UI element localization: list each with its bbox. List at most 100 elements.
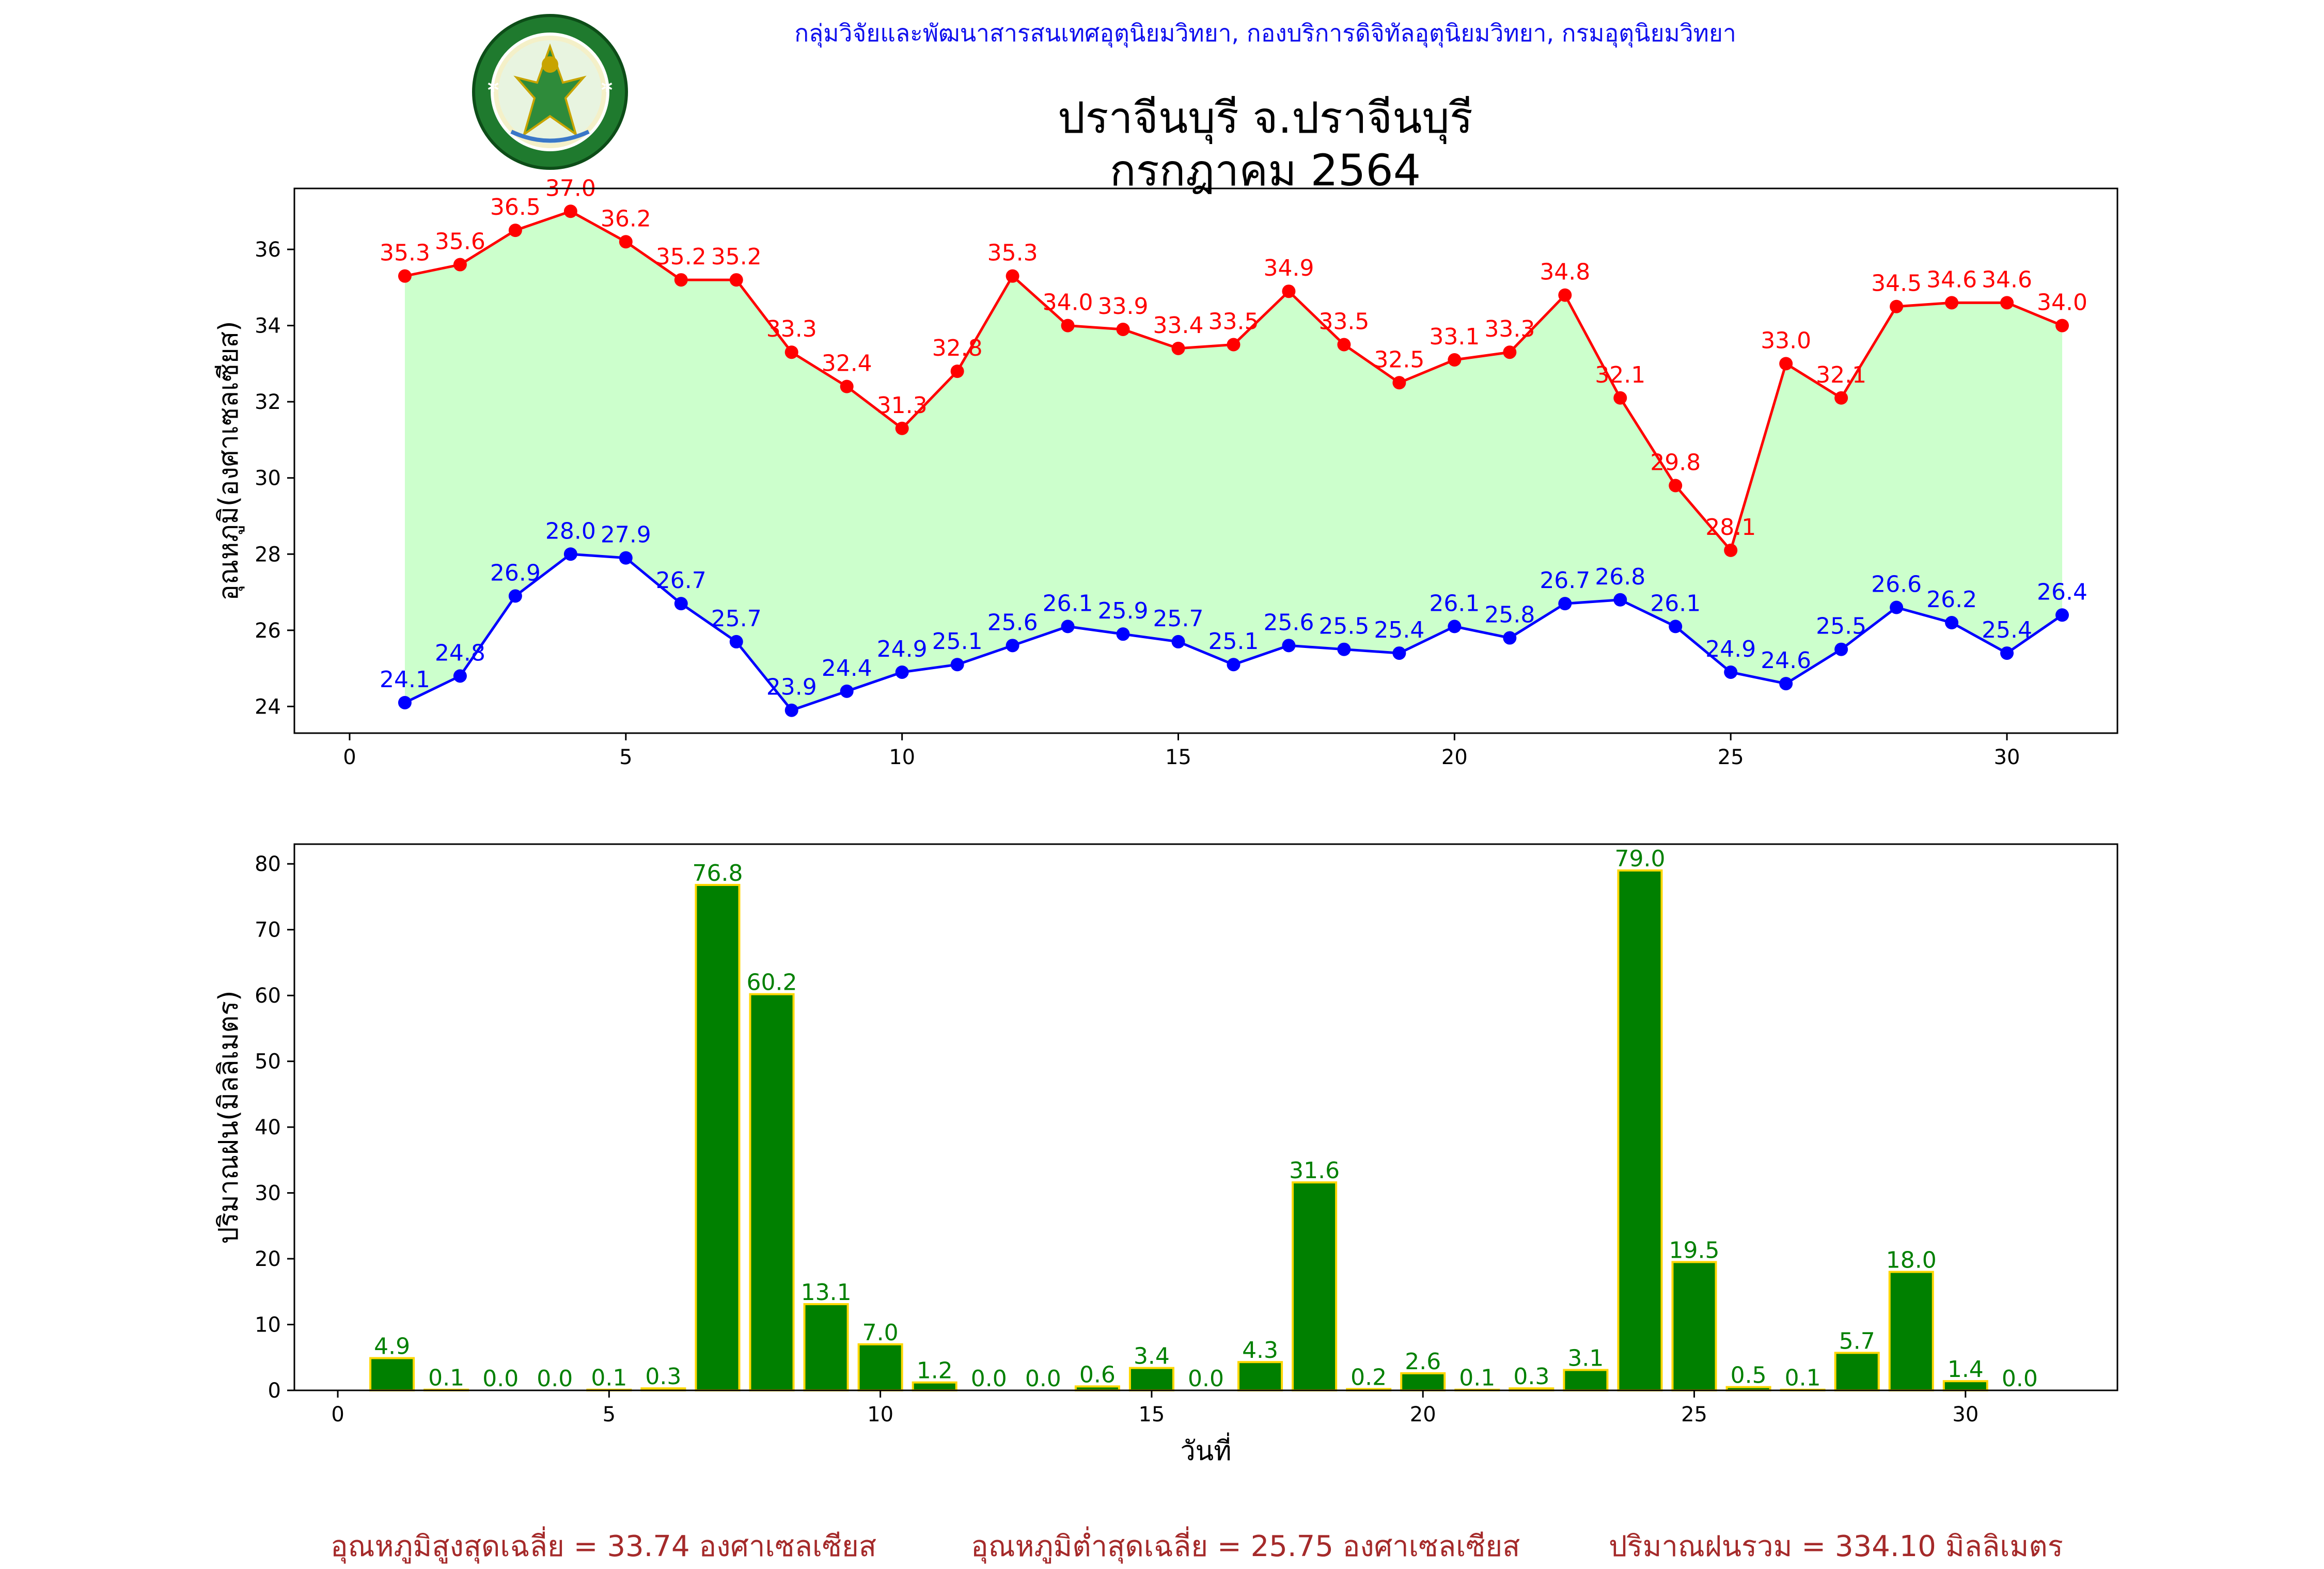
max-temperature-label: 33.3 [1484, 316, 1535, 342]
rainfall-value-label: 0.5 [1731, 1362, 1767, 1389]
max-temperature-label: 35.3 [380, 240, 430, 266]
rainfall-x-tick-label: 15 [1138, 1403, 1165, 1427]
max-temperature-point [1779, 357, 1793, 371]
min-temperature-point [1061, 620, 1075, 633]
min-temperature-point [1448, 620, 1462, 633]
min-temperature-label: 24.8 [435, 640, 485, 666]
max-temperature-label: 32.4 [822, 351, 872, 377]
rainfall-x-axis-label: วันที่ [1180, 1432, 1231, 1467]
footer-total-rainfall: ปริมาณฝนรวม = 334.10 มิลลิเมตร [1609, 1530, 2063, 1563]
rainfall-x-tick-label: 0 [331, 1403, 344, 1427]
rainfall-value-label: 0.6 [1079, 1361, 1116, 1388]
max-temperature-label: 33.5 [1208, 308, 1259, 335]
rainfall-value-label: 79.0 [1614, 846, 1665, 872]
min-temperature-point [1392, 646, 1406, 660]
max-temperature-label: 33.5 [1318, 308, 1369, 335]
min-temperature-point [1006, 639, 1019, 653]
min-temperature-point [1171, 635, 1185, 648]
max-temperature-point [1613, 391, 1627, 405]
min-temperature-label: 25.4 [1374, 617, 1424, 643]
max-temperature-point [619, 235, 633, 249]
rainfall-x-tick-label: 20 [1410, 1403, 1436, 1427]
logo-star-right: ✲ [600, 78, 613, 96]
min-temperature-point [1945, 616, 1959, 630]
temperature-x-tick-label: 10 [889, 746, 915, 769]
temperature-x-tick-label: 20 [1441, 746, 1468, 769]
temperature-y-tick-label: 34 [255, 314, 281, 338]
rainfall-value-label: 0.1 [1785, 1365, 1821, 1391]
rainfall-plot-frame [293, 843, 2118, 1391]
min-temperature-point [784, 703, 798, 717]
min-temperature-label: 25.5 [1318, 613, 1369, 640]
temperature-x-tick-label: 25 [1718, 746, 1744, 769]
rainfall-value-label: 1.4 [1948, 1356, 1984, 1383]
rainfall-bar [369, 1357, 415, 1392]
max-temperature-point [729, 273, 743, 287]
rainfall-y-tick-label: 30 [255, 1182, 281, 1206]
max-temperature-point [784, 345, 798, 359]
rainfall-bar [1617, 869, 1663, 1391]
rainfall-value-label: 1.2 [917, 1358, 953, 1384]
max-temperature-label: 34.6 [1926, 266, 1977, 293]
rainfall-value-label: 0.0 [482, 1366, 519, 1392]
rainfall-x-tick-label: 10 [867, 1403, 893, 1427]
max-temperature-label: 32.5 [1374, 346, 1424, 373]
min-temperature-label: 26.9 [490, 560, 541, 586]
temperature-range-fill [404, 211, 2063, 710]
min-temperature-point [1282, 639, 1296, 653]
max-temperature-point [1503, 345, 1517, 359]
rainfall-y-tick-label: 50 [255, 1050, 281, 1074]
min-temperature-label: 26.7 [1540, 567, 1590, 594]
rainfall-value-label: 0.0 [971, 1366, 1007, 1392]
max-temperature-point [1834, 391, 1848, 405]
rainfall-value-label: 60.2 [747, 970, 797, 996]
max-temperature-label: 32.1 [1595, 362, 1645, 388]
max-temperature-point [1337, 338, 1351, 352]
max-temperature-point [508, 224, 522, 237]
max-temperature-label: 34.9 [1263, 255, 1314, 281]
min-temperature-point [2000, 646, 2014, 660]
min-temperature-label: 26.4 [2037, 579, 2087, 605]
max-temperature-label: 34.6 [1982, 266, 2032, 293]
max-temperature-point [1061, 319, 1075, 332]
min-temperature-point [1116, 627, 1130, 641]
min-temperature-label: 26.1 [1429, 590, 1480, 616]
rainfall-y-tick-label: 80 [255, 852, 281, 876]
max-temperature-label: 31.3 [877, 392, 928, 419]
max-temperature-point [563, 204, 577, 218]
temperature-x-tick-label: 15 [1165, 746, 1191, 769]
chart-title-month: กรกฎาคม 2564 [1109, 145, 1421, 196]
min-temperature-label: 25.8 [1484, 602, 1535, 628]
max-temperature-point [1006, 269, 1019, 283]
max-temperature-point [674, 273, 688, 287]
min-temperature-point [1613, 593, 1627, 607]
min-temperature-label: 25.1 [1208, 628, 1259, 655]
max-temperature-label: 34.8 [1540, 259, 1590, 286]
max-temperature-label: 28.1 [1705, 514, 1756, 541]
min-temperature-label: 26.6 [1871, 572, 1922, 598]
temperature-y-tick-label: 30 [255, 467, 281, 490]
max-temperature-label: 34.5 [1871, 271, 1922, 297]
rainfall-value-label: 0.3 [1513, 1364, 1549, 1390]
min-temperature-point [1834, 642, 1848, 656]
max-temperature-label: 35.3 [987, 240, 1038, 266]
rainfall-bar [695, 884, 741, 1392]
rainfall-value-label: 31.6 [1289, 1158, 1340, 1184]
min-temperature-label: 24.9 [1705, 636, 1756, 662]
temperature-x-tick-label: 5 [619, 746, 632, 769]
rainfall-bar [1888, 1271, 1934, 1391]
max-temperature-point [2055, 319, 2069, 332]
rainfall-value-label: 0.1 [1459, 1365, 1495, 1391]
rainfall-x-tick-label: 25 [1681, 1403, 1707, 1427]
min-temperature-label: 25.6 [987, 609, 1038, 636]
max-temperature-label: 35.2 [656, 244, 706, 270]
min-temperature-point [1227, 658, 1240, 672]
temperature-y-tick-label: 36 [255, 238, 281, 262]
min-temperature-label: 26.8 [1595, 564, 1645, 590]
max-temperature-point [1448, 353, 1462, 367]
min-temperature-label: 24.9 [877, 636, 928, 662]
min-temperature-label: 26.7 [656, 567, 706, 594]
max-temperature-point [950, 364, 964, 378]
min-temperature-label: 27.9 [601, 522, 651, 548]
